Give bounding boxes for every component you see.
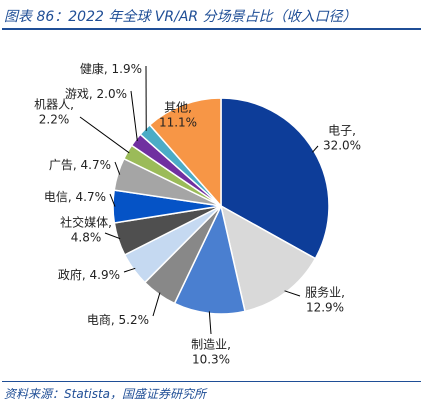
data-label-健康: 健康, 1.9% <box>80 61 142 76</box>
page-title: 图表 86：2022 年全球 VR/AR 分场景占比（收入口径） <box>4 9 357 25</box>
leader-line-社交媒体 <box>104 232 121 240</box>
data-label-其他: 其他, 11.1% <box>159 101 197 130</box>
data-label-电子: 电子, 32.0% <box>323 124 361 153</box>
pie-slices <box>112 97 330 315</box>
leader-line-电子 <box>312 145 319 153</box>
data-label-机器人: 机器人, 2.2% <box>34 98 74 127</box>
leader-line-电信 <box>109 193 116 207</box>
leader-line-政府 <box>123 267 136 273</box>
pie-slice-其他 <box>148 97 222 208</box>
slice-labels: 电子, 32.0% 服务业, 12.9% 制造业, 10.3% 电商, 5.2% 政府, 4.… <box>34 61 361 367</box>
data-label-游戏: 游戏, 2.0% <box>65 87 127 101</box>
footer-divider <box>2 381 421 382</box>
leader-line-服务业 <box>284 290 301 297</box>
data-label-电商: 电商, 5.2% <box>87 312 149 327</box>
source-note: 资料来源：Statista，国盛证券研究所 <box>4 387 207 401</box>
pie-slice-电子 <box>220 97 330 260</box>
data-label-制造业: 制造业, 10.3% <box>191 338 231 367</box>
leader-line-电商 <box>152 292 161 317</box>
leader-line-游戏 <box>130 90 138 141</box>
data-label-电信: 电信, 4.7% <box>44 190 106 204</box>
pie-slice-服务业 <box>219 204 317 313</box>
pie-chart: 电子, 32.0% 服务业, 12.9% 制造业, 10.3% 电商, 5.2% 政府, 4.… <box>34 61 361 367</box>
leader-line-机器人 <box>79 116 130 154</box>
leader-line-制造业 <box>208 311 212 335</box>
data-label-政府: 政府, 4.9% <box>58 267 120 282</box>
data-label-社交媒体: 社交媒体, 4.8% <box>60 215 112 245</box>
data-label-广告: 广告, 4.7% <box>49 158 111 172</box>
data-label-服务业: 服务业, 12.9% <box>305 285 345 315</box>
leader-line-广告 <box>114 161 121 175</box>
leader-lines <box>79 65 319 335</box>
title-divider <box>2 28 421 30</box>
